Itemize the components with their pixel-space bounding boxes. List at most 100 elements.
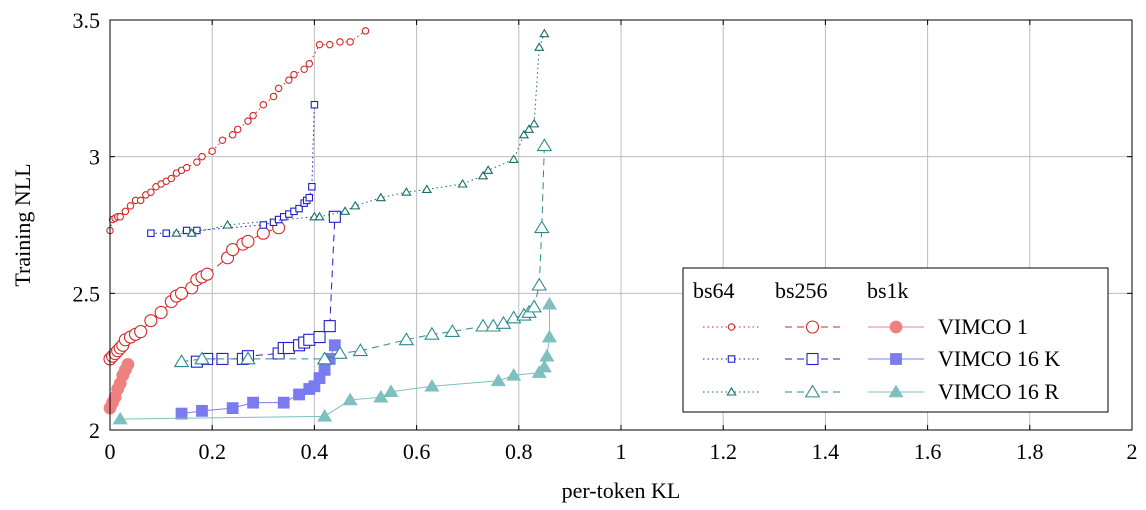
data-point-marker xyxy=(888,384,904,398)
data-point-marker xyxy=(259,221,268,229)
legend-header-bs1k: bs1k xyxy=(867,278,909,303)
series-vimco-16-r-bs256 xyxy=(173,138,553,368)
y-axis-title: Training NLL xyxy=(10,163,35,286)
legend-label-vimco1: VIMCO 1 xyxy=(938,314,1028,339)
x-tick-label: 2 xyxy=(1127,439,1138,464)
data-point-marker xyxy=(804,384,821,398)
data-point-marker xyxy=(167,174,176,183)
data-point-marker xyxy=(889,320,903,334)
x-tick-label: 1 xyxy=(616,439,627,464)
data-point-marker xyxy=(193,226,201,235)
series-vimco-16-r-bs64 xyxy=(171,28,550,237)
data-point-marker xyxy=(313,331,326,344)
data-point-marker xyxy=(539,348,555,362)
data-point-marker xyxy=(290,70,298,79)
data-point-marker xyxy=(295,204,303,213)
data-point-marker xyxy=(147,188,155,196)
data-point-marker xyxy=(506,368,522,381)
series-vimco-1-bs256 xyxy=(103,221,286,366)
y-tick-label: 3 xyxy=(89,145,100,170)
data-point-marker xyxy=(171,228,182,237)
data-point-marker xyxy=(361,27,370,35)
data-point-marker xyxy=(332,345,348,359)
data-point-marker xyxy=(383,384,399,398)
data-point-marker xyxy=(308,182,316,191)
x-tick-label: 1.4 xyxy=(812,439,840,464)
data-point-marker xyxy=(182,163,191,172)
data-point-marker xyxy=(274,84,283,93)
data-point-marker xyxy=(533,220,550,234)
data-point-marker xyxy=(444,324,461,338)
data-point-marker xyxy=(134,325,148,339)
data-point-marker xyxy=(186,228,197,237)
data-point-marker xyxy=(323,320,336,333)
data-point-marker xyxy=(539,28,550,38)
data-point-marker xyxy=(218,136,227,145)
data-point-marker xyxy=(806,352,819,366)
data-point-marker xyxy=(112,411,128,425)
data-point-marker xyxy=(121,357,135,371)
legend-label-vimco16r: VIMCO 16 R xyxy=(938,379,1059,404)
series-vimco-16-r-bs1k xyxy=(112,296,557,425)
data-point-marker xyxy=(424,326,440,340)
series-vimco-16-k-bs1k xyxy=(175,339,341,420)
data-point-marker xyxy=(536,359,552,373)
data-point-marker xyxy=(226,243,240,257)
data-point-marker xyxy=(482,165,494,174)
data-point-marker xyxy=(518,129,530,139)
data-point-marker xyxy=(277,396,290,409)
data-point-marker xyxy=(293,388,305,401)
data-point-marker xyxy=(317,409,333,422)
x-axis-title: per-token KL xyxy=(562,478,681,503)
data-point-marker xyxy=(222,219,233,229)
data-point-marker xyxy=(536,138,553,152)
data-point-marker xyxy=(200,267,214,281)
legend-header-bs256: bs256 xyxy=(775,278,828,303)
data-point-marker xyxy=(726,386,737,396)
data-point-marker xyxy=(194,351,210,365)
data-point-marker xyxy=(310,100,319,109)
data-point-marker xyxy=(531,277,548,291)
x-tick-label: 0 xyxy=(105,439,116,464)
x-tick-label: 1.8 xyxy=(1016,439,1044,464)
data-point-marker xyxy=(477,170,489,180)
data-point-marker xyxy=(116,213,124,221)
data-point-marker xyxy=(193,158,201,166)
series-vimco-1-bs64 xyxy=(106,27,370,235)
data-point-marker xyxy=(528,118,540,128)
data-point-marker xyxy=(534,42,545,51)
data-point-marker xyxy=(285,76,293,84)
data-point-marker xyxy=(523,124,535,133)
x-tick-label: 1.6 xyxy=(914,439,942,464)
data-point-marker xyxy=(336,38,344,46)
data-point-marker xyxy=(457,178,468,188)
legend-samples xyxy=(703,320,924,398)
data-point-marker xyxy=(328,339,341,352)
data-point-marker xyxy=(727,323,736,331)
data-point-marker xyxy=(890,353,902,365)
data-point-marker xyxy=(303,333,316,346)
data-point-marker xyxy=(249,111,257,120)
data-point-marker xyxy=(154,305,168,320)
data-point-marker xyxy=(424,378,440,392)
data-point-marker xyxy=(421,184,432,194)
data-point-marker xyxy=(352,343,369,357)
data-point-marker xyxy=(316,351,333,365)
data-point-marker xyxy=(541,329,557,343)
legend-header-bs64: bs64 xyxy=(693,278,735,303)
data-point-marker xyxy=(269,92,278,101)
data-point-marker xyxy=(126,202,135,210)
data-point-marker xyxy=(282,341,295,355)
data-point-marker xyxy=(121,207,130,216)
data-point-marker xyxy=(173,354,190,368)
data-point-marker xyxy=(475,318,491,332)
data-point-marker xyxy=(228,131,237,139)
data-point-marker xyxy=(508,154,519,163)
data-point-marker xyxy=(234,125,242,134)
x-tick-label: 0.4 xyxy=(301,439,329,464)
series-vimco-1-bs1k xyxy=(103,357,135,415)
data-point-marker xyxy=(175,407,188,420)
data-point-marker xyxy=(247,396,259,409)
